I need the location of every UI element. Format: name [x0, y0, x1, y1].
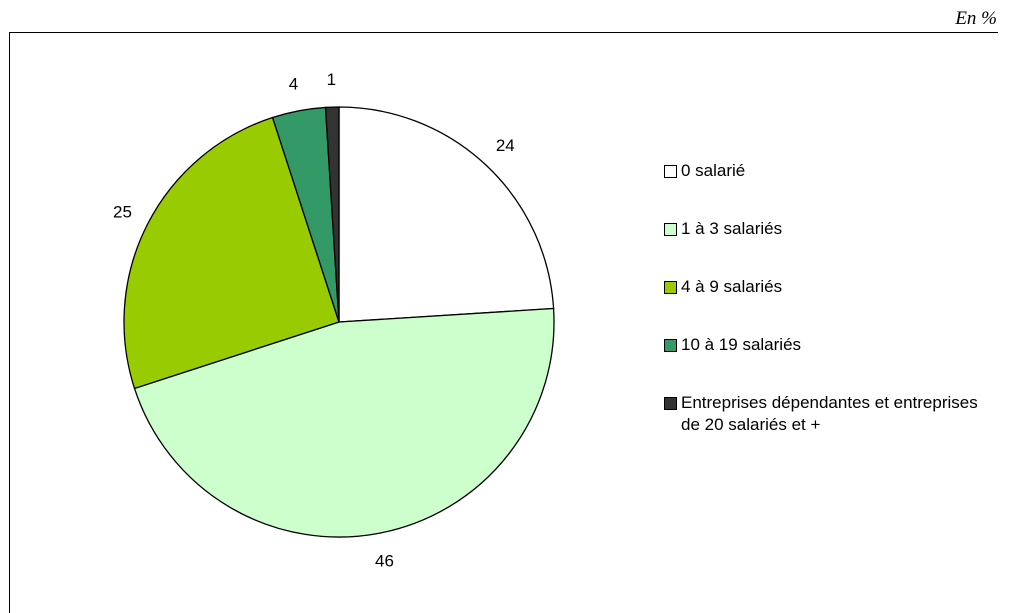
pie-slice-2 [123, 116, 340, 390]
legend-label: 0 salarié [681, 161, 746, 180]
pie-slices [123, 106, 555, 538]
data-label-4: 1 [327, 70, 336, 89]
data-label-2: 25 [113, 203, 132, 222]
legend-swatch [664, 397, 677, 410]
legend-item-4: Entreprises dépendantes et entreprises d… [664, 392, 981, 436]
legend-label: 4 à 9 salariés [681, 277, 783, 296]
data-label-1: 46 [375, 552, 394, 571]
legend-swatch [664, 165, 677, 178]
pie-data-labels: 24 46 25 4 1 [113, 70, 515, 571]
unit-label: En % [955, 8, 997, 29]
data-label-0: 24 [496, 136, 515, 155]
pie-slice-1 [133, 307, 555, 538]
legend-label: Entreprises dépendantes et entreprises d… [681, 393, 978, 434]
legend-swatch [664, 339, 677, 352]
chart-frame [9, 32, 998, 613]
legend-swatch [664, 281, 677, 294]
data-label-3: 4 [289, 74, 298, 93]
legend-item-1: 1 à 3 salariés [664, 218, 782, 240]
legend-label: 1 à 3 salariés [681, 219, 783, 238]
legend-item-2: 4 à 9 salariés [664, 276, 782, 298]
legend-label: 10 à 19 salariés [681, 335, 802, 354]
legend-item-0: 0 salarié [664, 160, 745, 182]
legend-item-3: 10 à 19 salariés [664, 334, 801, 356]
legend-swatch [664, 223, 677, 236]
pie-slice-0 [338, 106, 555, 323]
pie-slice-4 [324, 106, 340, 323]
